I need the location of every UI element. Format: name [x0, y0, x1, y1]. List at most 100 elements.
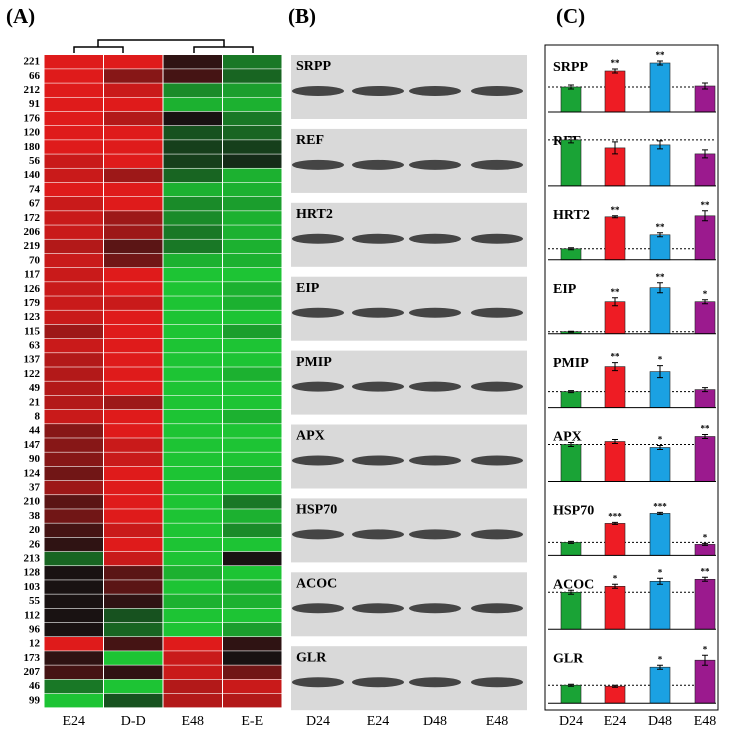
bar — [649, 62, 671, 113]
heatmap-cell — [223, 395, 282, 410]
heatmap-cell — [104, 125, 163, 140]
heatmap-cell — [163, 97, 222, 112]
blot-band — [409, 86, 461, 96]
row-label: 206 — [24, 226, 41, 238]
heatmap-cell — [163, 239, 222, 254]
significance: ** — [701, 424, 711, 434]
heatmap-cell — [223, 140, 282, 154]
heatmap-cell — [223, 211, 282, 225]
bar — [649, 666, 671, 704]
bar — [649, 144, 671, 187]
heatmap-cell — [163, 566, 222, 580]
row-label: 44 — [29, 425, 41, 437]
bar — [604, 441, 626, 482]
heatmap-cell — [104, 637, 163, 651]
blot-band — [471, 159, 523, 170]
heatmap-cell — [223, 310, 282, 325]
heatmap-cell — [223, 55, 282, 69]
heatmap-cell — [104, 196, 163, 211]
column-label: E48 — [181, 714, 204, 729]
heatmap-cell — [44, 282, 103, 296]
chart-title: HSP70 — [553, 504, 594, 519]
heatmap-cell — [163, 693, 222, 708]
row-label: 56 — [29, 155, 41, 167]
significance: * — [703, 532, 708, 542]
error-bar — [657, 60, 663, 66]
bar — [694, 301, 716, 335]
chart-title: ACOC — [553, 578, 594, 593]
heatmap-cell — [104, 395, 163, 410]
heatmap-cell — [104, 211, 163, 225]
row-label: 180 — [24, 141, 41, 153]
heatmap-cell — [104, 679, 163, 694]
heatmap-cell — [223, 665, 282, 680]
bar — [604, 301, 626, 335]
blot-band — [352, 159, 404, 170]
heatmap-cell — [44, 637, 103, 651]
blot-band — [352, 381, 404, 392]
error-bar — [657, 445, 663, 450]
error-bar — [702, 576, 708, 582]
heatmap-cell — [104, 353, 163, 367]
row-label: 147 — [24, 439, 41, 451]
row-label: 96 — [29, 623, 41, 635]
x-tick-label: D24 — [559, 714, 583, 729]
heatmap-cell — [104, 282, 163, 296]
bar — [649, 513, 671, 556]
heatmap-cell — [163, 438, 222, 452]
error-bar — [612, 297, 618, 307]
protein-label: GLR — [296, 650, 327, 665]
heatmap-cell — [44, 353, 103, 367]
heatmap-cell — [44, 211, 103, 225]
heatmap-cell — [223, 83, 282, 97]
heatmap-cell — [44, 693, 103, 708]
heatmap-cell — [104, 622, 163, 637]
error-bar — [702, 210, 708, 222]
heatmap-cell — [223, 69, 282, 83]
significance: * — [658, 567, 663, 577]
heatmap-cell — [163, 211, 222, 225]
error-bar — [702, 654, 708, 666]
bar — [604, 216, 626, 261]
error-bar — [612, 583, 618, 589]
bar — [604, 523, 626, 556]
heatmap-cell — [223, 651, 282, 665]
row-label: 210 — [24, 496, 41, 508]
significance: * — [658, 355, 663, 365]
row-label: 128 — [24, 567, 41, 579]
row-label: 46 — [29, 680, 41, 692]
significance: ** — [611, 58, 621, 68]
bar — [604, 685, 626, 704]
heatmap-cell — [44, 253, 103, 268]
heatmap-cell — [44, 69, 103, 83]
chart-title: APX — [553, 430, 582, 445]
row-label: 172 — [24, 212, 41, 224]
row-label: 12 — [29, 638, 41, 650]
blot-band — [352, 603, 404, 614]
bar — [694, 544, 716, 556]
blot-band — [471, 233, 523, 244]
error-bar — [657, 282, 663, 294]
heatmap-cell — [163, 537, 222, 552]
significance: ** — [656, 272, 666, 282]
significance: *** — [608, 511, 622, 521]
blot-band — [352, 307, 404, 318]
heatmap-cell — [223, 409, 282, 424]
lane-label: E48 — [486, 714, 509, 729]
heatmap-cell — [223, 154, 282, 168]
heatmap-cell — [104, 693, 163, 708]
error-bar — [612, 141, 618, 155]
row-label: 176 — [24, 112, 41, 124]
row-label: 173 — [24, 652, 41, 664]
heatmap-cell — [163, 338, 222, 353]
error-bar — [702, 299, 708, 305]
significance: ** — [701, 200, 711, 210]
heatmap-cell — [163, 665, 222, 680]
error-bar — [657, 365, 663, 379]
blot-band — [471, 86, 523, 96]
heatmap-cell — [163, 466, 222, 481]
protein-label: HSP70 — [296, 503, 337, 518]
blot-band — [292, 159, 344, 170]
bar — [560, 542, 582, 556]
